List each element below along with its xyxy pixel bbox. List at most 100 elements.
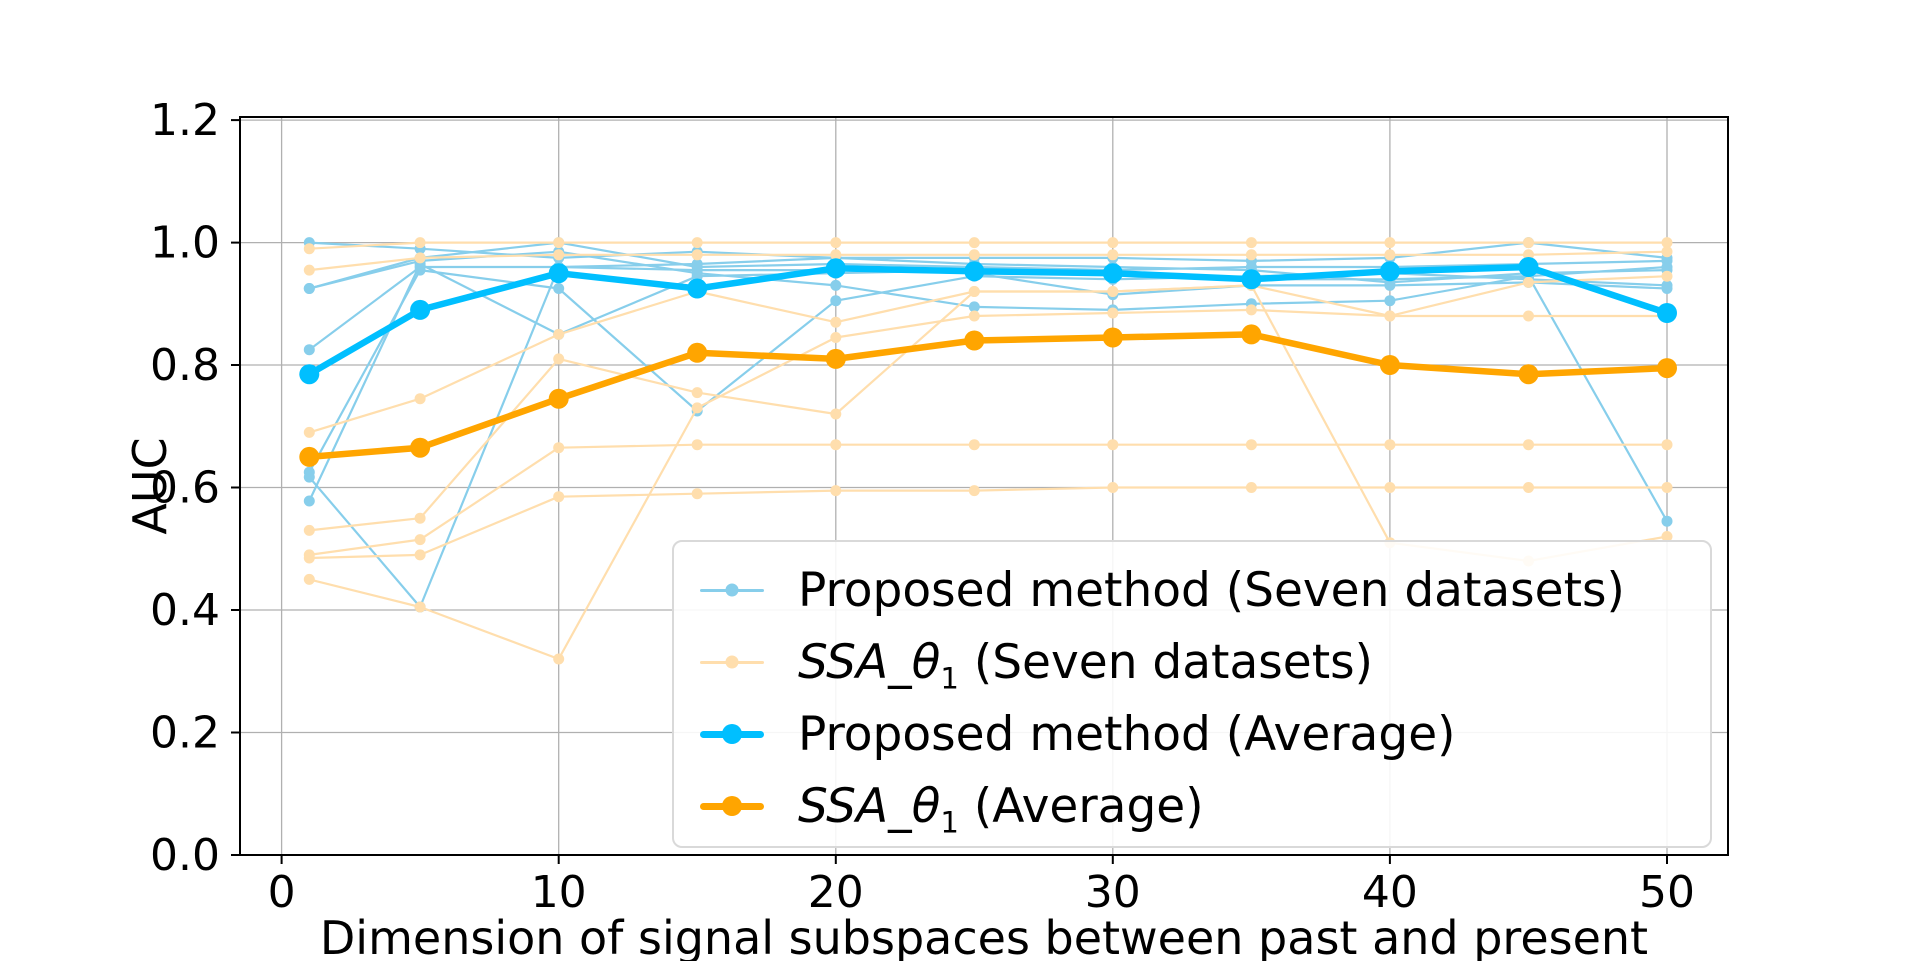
data-point [825, 258, 846, 279]
data-point [1661, 246, 1673, 258]
plot-border [239, 116, 1729, 856]
data-point [691, 249, 703, 261]
y-tick-label: 1.0 [150, 218, 220, 269]
data-point [1107, 482, 1119, 493]
series-ssa-individual [303, 304, 1673, 665]
data-point [553, 283, 565, 294]
data-point [553, 237, 565, 249]
series-ssa-individual [303, 246, 1673, 276]
data-point [968, 439, 980, 451]
legend-item: Proposed method (Seven datasets) [700, 554, 1710, 626]
data-point [303, 243, 315, 255]
data-point [303, 552, 315, 564]
data-point [1241, 269, 1262, 290]
legend-label: SSA_θ1 (Average) [798, 778, 1204, 839]
data-point [691, 387, 703, 399]
data-point [968, 249, 980, 261]
data-point [548, 263, 569, 284]
data-point [1245, 249, 1257, 261]
data-point [830, 332, 842, 343]
data-point [553, 442, 565, 454]
data-point [1523, 482, 1534, 493]
x-tick-label: 0 [268, 867, 296, 918]
legend-item: Proposed method (Average) [700, 698, 1710, 770]
series-line [308, 262, 1668, 522]
y-tick-label: 0.6 [150, 463, 220, 514]
y-tick-label: 0.4 [150, 585, 220, 636]
series-ssa-average [299, 324, 1677, 467]
data-point [1661, 515, 1673, 527]
data-point [968, 286, 980, 297]
series-ssa-individual [303, 439, 1673, 561]
data-point [414, 252, 426, 264]
data-point [830, 408, 842, 420]
legend-item: SSA_θ1 (Seven datasets) [700, 626, 1710, 698]
legend-label: SSA_θ1 (Seven datasets) [798, 634, 1373, 695]
y-tick-label: 1.2 [150, 95, 220, 146]
data-point [1384, 237, 1396, 249]
data-point [1523, 237, 1534, 249]
data-point [691, 488, 703, 500]
data-point [303, 283, 315, 294]
legend-label: Proposed method (Seven datasets) [798, 562, 1625, 618]
data-point [1102, 327, 1123, 348]
legend-swatch [700, 723, 764, 745]
data-point [303, 264, 315, 276]
data-point [830, 249, 842, 261]
data-point [1384, 310, 1396, 322]
legend-swatch [700, 795, 764, 817]
data-point [1661, 237, 1673, 249]
data-point [414, 237, 426, 249]
data-point [1245, 439, 1257, 451]
y-tick-label: 0.2 [150, 708, 220, 759]
series-proposed-individual [303, 237, 1673, 267]
x-tick-label: 50 [1639, 867, 1695, 918]
data-point [553, 653, 565, 665]
data-point [1107, 237, 1119, 249]
data-point [1379, 355, 1400, 375]
data-point [414, 549, 426, 561]
series-line [308, 275, 1668, 434]
data-point [1523, 276, 1534, 288]
data-point [1384, 482, 1396, 493]
series-ssa-individual [303, 279, 1673, 567]
data-point [1107, 286, 1119, 297]
data-point [1384, 249, 1396, 261]
data-point [1518, 257, 1539, 277]
x-axis-label: Dimension of signal subspaces between pa… [319, 911, 1649, 961]
data-point [299, 446, 320, 467]
data-point [1661, 270, 1673, 282]
data-point [1107, 249, 1119, 261]
data-point [968, 310, 980, 322]
x-tick-label: 10 [531, 867, 587, 918]
data-point [1661, 439, 1673, 451]
data-point [1661, 482, 1673, 493]
data-point [825, 348, 846, 369]
series-line [309, 443, 1667, 556]
series-line [309, 331, 1668, 461]
data-point [303, 524, 315, 536]
data-point [553, 249, 565, 261]
data-point [410, 437, 431, 458]
y-axis-label: AUC [123, 437, 177, 535]
data-point [410, 299, 431, 320]
data-point [691, 237, 703, 249]
data-point [303, 573, 315, 585]
x-tick-label: 30 [1085, 867, 1141, 918]
data-point [830, 295, 842, 307]
data-point [687, 278, 708, 299]
data-point [299, 364, 320, 385]
data-point [830, 485, 842, 497]
x-tick-label: 20 [808, 867, 864, 918]
data-point [414, 601, 426, 613]
data-point [691, 439, 703, 451]
legend-label: Proposed method (Average) [798, 706, 1456, 762]
data-point [691, 402, 703, 414]
data-point [1518, 364, 1539, 385]
series-line [309, 241, 1668, 262]
data-point [687, 342, 708, 363]
data-point [1661, 531, 1673, 542]
legend-item: SSA_θ1 (Average) [700, 770, 1710, 842]
